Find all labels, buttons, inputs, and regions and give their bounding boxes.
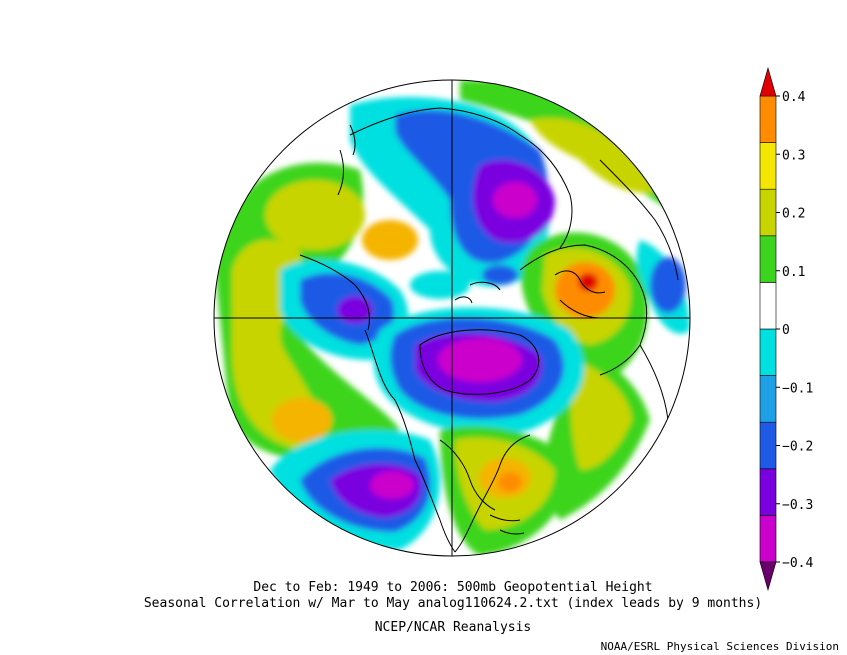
colorbar-top-arrow <box>759 66 777 97</box>
colorbar-segment <box>759 468 777 516</box>
colorbar-segment <box>759 142 777 190</box>
colorbar-label: −0.3 <box>782 498 813 513</box>
colorbar-segment <box>759 421 777 470</box>
colorbar-segment <box>759 235 777 283</box>
credit-text: NOAA/ESRL Physical Sciences Division <box>600 640 839 653</box>
field-blue-mid <box>482 265 518 285</box>
coastlines <box>299 107 679 553</box>
colorbar-label: 0.3 <box>782 148 805 163</box>
field-magenta-canada <box>438 338 522 382</box>
colorbar-segment <box>759 188 777 237</box>
field-yellow-indian <box>570 360 632 470</box>
coast-asia-south <box>599 159 679 421</box>
colorbar-segment <box>759 375 777 423</box>
colorbar-label: −0.1 <box>782 381 813 396</box>
colorbar-segment <box>759 328 777 376</box>
field-orange-pacific <box>272 398 332 442</box>
caption-line-3: NCEP/NCAR Reanalysis <box>374 620 532 635</box>
field-cyan-mid <box>410 271 470 299</box>
colorbar-label: 0.2 <box>782 207 805 222</box>
colorbar-label: 0.1 <box>782 265 805 280</box>
caption-line-1: Dec to Feb: 1949 to 2006: 500mb Geopoten… <box>253 580 653 595</box>
coast-eurasia <box>519 244 648 376</box>
field-purple-alaska <box>337 296 373 324</box>
field-red-europe <box>578 273 598 291</box>
field-orange-nwpacific <box>362 220 418 260</box>
coast-japan <box>337 124 356 196</box>
field-dark-orange-atlantic <box>498 472 522 492</box>
coast-greenland <box>419 329 540 395</box>
colorbar-segment <box>759 515 777 563</box>
coast-arctic-islands <box>454 281 501 304</box>
field-yellow-nwpacific <box>265 180 365 250</box>
field-blue-east <box>650 257 686 313</box>
coast-caribbean <box>489 514 525 535</box>
caption-line-2: Seasonal Correlation w/ Mar to May analo… <box>143 596 763 611</box>
coast-alaska <box>299 254 370 331</box>
colorbar-bottom-arrow <box>759 561 777 592</box>
colorbar: 0.4 0.3 0.2 0.1 0 −0.1 −0.2 −0.3 −0.4 <box>759 66 813 592</box>
coast-north-america <box>364 329 531 553</box>
field-yellow-top <box>530 118 660 193</box>
field-magenta-arctic <box>493 182 537 218</box>
colorbar-segment <box>759 95 777 143</box>
colorbar-label: −0.4 <box>782 556 813 571</box>
field-magenta-sw <box>370 471 414 499</box>
field-yellow-pacific <box>232 239 323 450</box>
colorbar-label: 0 <box>782 323 790 338</box>
colorbar-label: −0.2 <box>782 440 813 455</box>
colorbar-label: 0.4 <box>782 90 806 105</box>
colorbar-segment <box>759 282 777 330</box>
map-border <box>213 79 691 557</box>
coast-siberia <box>349 107 573 249</box>
